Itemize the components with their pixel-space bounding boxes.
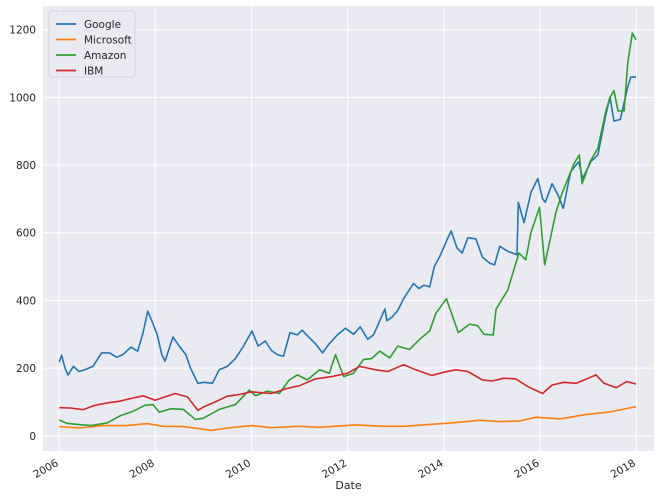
legend-label: Amazon: [84, 50, 126, 62]
series-line-amazon: [58, 32, 637, 427]
legend-box: [48, 10, 136, 78]
y-tick-label: 200: [16, 363, 36, 375]
x-axis-label: Date: [335, 479, 362, 492]
y-tick-label: 400: [16, 295, 36, 307]
series-layer: [58, 32, 637, 432]
y-tick-label: 800: [16, 160, 36, 172]
series-line-microsoft: [59, 405, 637, 432]
x-tick-label: 2006: [31, 457, 60, 481]
y-tick-label: 1000: [9, 92, 36, 104]
legend-label: Microsoft: [84, 35, 132, 47]
y-axis-ticks: 0 200 400 600 800 1000 1200: [9, 25, 36, 443]
x-tick-label: 2014: [416, 457, 445, 481]
x-tick-label: 2012: [320, 457, 349, 481]
series-line-google: [58, 76, 636, 385]
legend: Google Microsoft Amazon IBM: [48, 10, 136, 78]
series-line-ibm: [59, 363, 637, 412]
x-tick-label: 2010: [224, 457, 253, 481]
y-tick-label: 1200: [9, 25, 36, 37]
x-tick-label: 2008: [128, 457, 157, 481]
y-tick-label: 600: [16, 228, 36, 240]
legend-label: IBM: [84, 66, 103, 78]
x-axis-ticks: 2006 2008 2010 2012 2014 2016 2018: [31, 457, 637, 481]
x-tick-label: 2016: [512, 457, 541, 481]
legend-label: Google: [84, 19, 121, 31]
x-tick-label: 2018: [609, 457, 638, 481]
y-tick-label: 0: [29, 431, 36, 443]
